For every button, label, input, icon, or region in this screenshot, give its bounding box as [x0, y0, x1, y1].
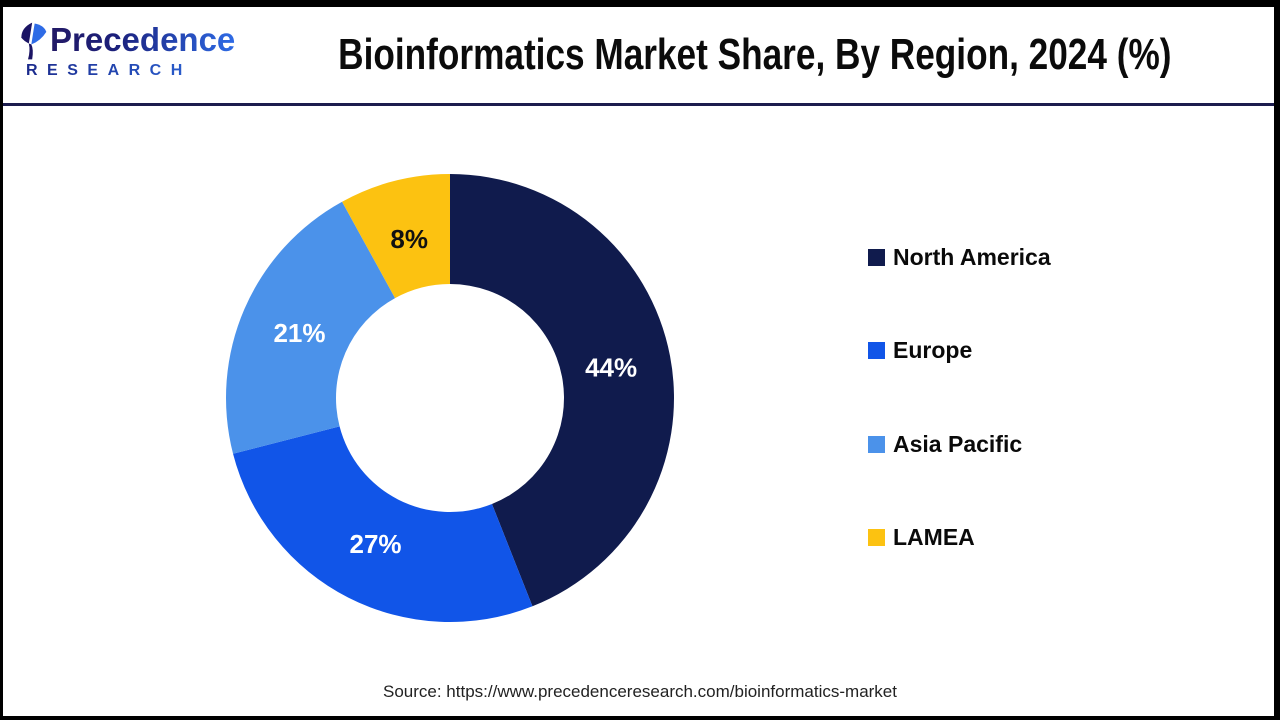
precedence-research-logo: Precedence RESEARCH: [18, 22, 248, 80]
legend-label: North America: [893, 243, 1051, 270]
legend-label: LAMEA: [893, 524, 975, 550]
slice-value-label: 21%: [273, 318, 325, 348]
leaf-icon: [21, 22, 47, 60]
legend-swatch-icon: [868, 435, 885, 453]
header: Precedence RESEARCH Bioinformatics Marke…: [0, 0, 1280, 106]
legend-label: Europe: [893, 337, 973, 363]
slice-value-label: 44%: [585, 352, 637, 382]
slice-value-label: 8%: [390, 224, 428, 254]
donut-slice-europe: [233, 426, 533, 622]
legend-item-north-america: North America: [868, 244, 1051, 270]
title-container: Bioinformatics Market Share, By Region, …: [240, 7, 1270, 103]
legend-swatch-icon: [868, 342, 885, 359]
donut-slice-north-america: [450, 174, 675, 607]
legend-label: Asia Pacific: [893, 430, 1023, 457]
brand-subtitle: RESEARCH: [26, 62, 248, 80]
slice-value-label: 27%: [350, 529, 402, 559]
donut-chart: 44% 27% 21% 8%: [225, 174, 675, 622]
source-note: Source: https://www.precedenceresearch.c…: [383, 682, 897, 701]
legend-swatch-icon: [868, 529, 885, 546]
donut-slice-asia-pacific: [225, 201, 396, 454]
brand-name: Precedence: [50, 21, 236, 58]
legend-item-europe: Europe: [868, 337, 973, 364]
donut-slice-lamea: [342, 174, 450, 299]
legend-item-asia-pacific: Asia Pacific: [868, 431, 1022, 457]
legend-swatch-icon: [868, 248, 885, 266]
page-title: Bioinformatics Market Share, By Region, …: [338, 30, 1172, 79]
logo-top-row: Precedence: [18, 22, 248, 62]
legend-item-lamea: LAMEA: [868, 524, 975, 551]
